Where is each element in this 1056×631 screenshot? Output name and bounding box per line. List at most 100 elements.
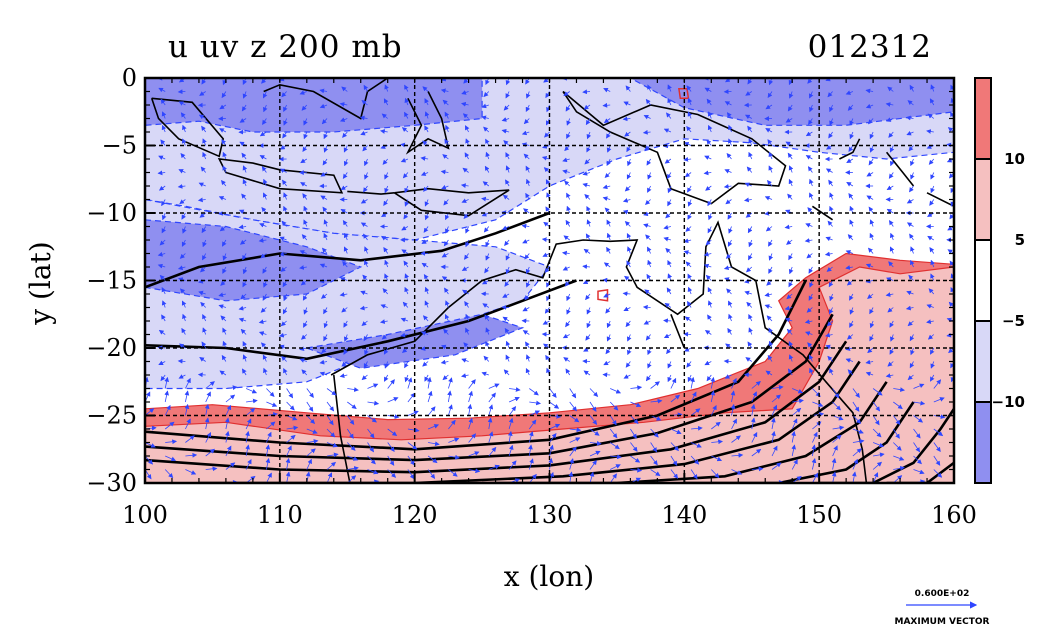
wind-vector <box>583 370 591 376</box>
wind-vector <box>424 212 430 221</box>
wind-vector <box>200 166 207 173</box>
wind-vector <box>424 286 430 295</box>
wind-vector <box>384 84 389 92</box>
wind-vector <box>161 226 167 234</box>
wind-vector <box>505 354 510 362</box>
wind-vector <box>523 153 530 160</box>
wind-vector <box>848 145 854 152</box>
wind-vector <box>602 102 611 108</box>
wind-vector <box>178 169 186 174</box>
wind-vector <box>603 262 611 268</box>
wind-vector <box>359 305 368 311</box>
wind-vector <box>686 300 692 308</box>
wind-vector <box>164 390 170 403</box>
wind-vector <box>686 85 692 92</box>
wind-vector <box>706 98 712 106</box>
wind-vector <box>625 361 631 368</box>
wind-vector <box>867 118 874 125</box>
wind-vector <box>467 403 473 416</box>
wind-vector <box>201 341 207 349</box>
wind-vector <box>159 239 166 246</box>
wind-vector <box>926 304 934 309</box>
wind-vector <box>953 415 954 416</box>
wind-vector <box>889 334 895 342</box>
wind-vector <box>445 124 450 133</box>
wind-vector <box>165 455 177 462</box>
wind-vector <box>221 354 227 362</box>
wind-vector <box>626 260 631 268</box>
wind-vector <box>667 185 673 194</box>
colorbar-tick-label: −5 <box>1002 312 1025 330</box>
wind-vector <box>684 316 692 322</box>
wind-vector <box>158 360 166 365</box>
wind-vector <box>525 341 530 349</box>
wind-vector <box>222 266 227 274</box>
wind-vector <box>691 482 692 483</box>
wind-vector <box>913 442 921 453</box>
wind-vector <box>849 131 854 140</box>
wind-vector <box>220 179 227 187</box>
wind-vector <box>707 300 713 308</box>
wind-vector <box>667 273 673 281</box>
wind-vector <box>627 347 632 356</box>
wind-vector <box>541 155 550 161</box>
wind-vector <box>642 129 651 135</box>
wind-vector <box>626 145 631 153</box>
wind-vector <box>626 172 632 180</box>
wind-vector <box>488 446 497 457</box>
wind-vector <box>685 226 692 232</box>
wind-vector <box>484 165 490 173</box>
wind-vector <box>930 273 935 281</box>
wind-vector <box>440 359 449 365</box>
wind-vector <box>501 225 510 230</box>
wind-vector <box>622 116 631 122</box>
wind-vector <box>179 199 186 205</box>
wind-vector <box>872 401 881 412</box>
wind-vector <box>565 320 571 328</box>
y-axis-label: y (lat) <box>24 241 57 325</box>
wind-vector <box>145 482 146 483</box>
wind-vector <box>787 104 793 112</box>
wind-vector <box>363 233 368 241</box>
height-contour <box>482 381 888 483</box>
wind-vector <box>521 142 530 148</box>
wind-vector <box>161 199 166 207</box>
wind-vector <box>225 394 236 403</box>
wind-vector <box>728 226 733 234</box>
wind-vector <box>503 104 510 111</box>
wind-vector <box>687 286 693 295</box>
wind-vector <box>157 263 166 269</box>
wind-vector <box>748 151 753 160</box>
wind-vector <box>381 235 388 241</box>
wind-vector <box>178 374 186 379</box>
wind-vector <box>666 112 672 119</box>
wind-vector <box>278 251 287 257</box>
reference-vector-caption: MAXIMUM VECTOR <box>894 617 989 627</box>
wind-vector <box>609 401 619 411</box>
wind-vector <box>522 239 530 244</box>
wind-vector <box>282 307 288 315</box>
wind-vector <box>407 410 419 416</box>
wind-vector <box>404 199 410 207</box>
wind-vector <box>367 415 377 423</box>
wind-vector <box>306 428 318 434</box>
wind-vector <box>381 113 388 119</box>
wind-vector <box>384 361 389 369</box>
wind-vector <box>622 197 631 203</box>
wind-vector <box>827 220 833 227</box>
wind-vector <box>929 98 935 106</box>
wind-vector <box>670 428 682 435</box>
wind-vector <box>502 194 510 200</box>
wind-vector <box>828 131 833 139</box>
wind-vector <box>283 104 288 113</box>
wind-vector <box>889 320 894 328</box>
wind-vector <box>686 125 692 133</box>
wind-vector <box>809 192 814 200</box>
wind-vector <box>263 178 268 187</box>
wind-vector <box>907 374 914 381</box>
reference-vector-value: 0.600E+02 <box>915 589 970 599</box>
wind-vector <box>869 320 875 329</box>
wind-vector <box>303 131 308 140</box>
wind-vector <box>485 239 490 248</box>
wind-vector <box>687 374 693 383</box>
